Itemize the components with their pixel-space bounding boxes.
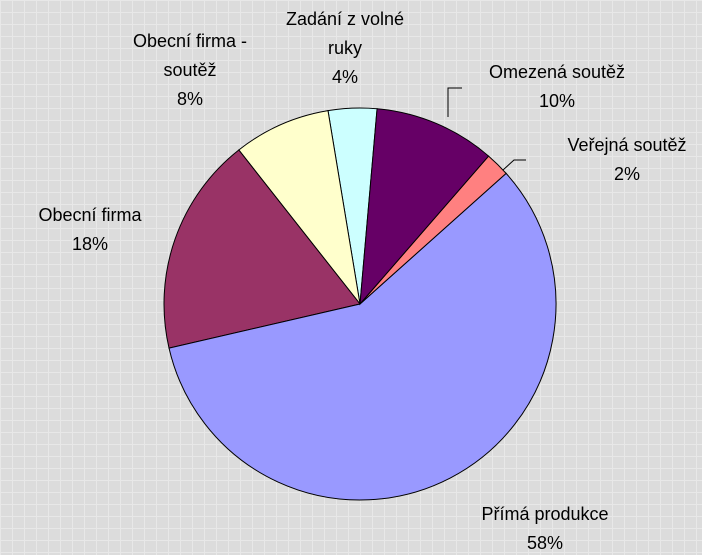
percent-label: 18% — [71, 234, 109, 254]
pie-slice — [359, 108, 490, 306]
pie-slice — [168, 172, 557, 501]
percent-label: 8% — [176, 89, 203, 109]
percent-label: 58% — [526, 533, 564, 553]
category-name: Veřejná soutěž — [567, 135, 687, 155]
pie-slice — [163, 149, 361, 349]
percent-label: 10% — [538, 91, 576, 111]
slice-label: Veřejná soutěž 2% — [527, 131, 702, 189]
slice-label: Obecní firma - soutěž 8% — [120, 27, 260, 114]
slice-label: Omezená soutěž 10% — [447, 58, 667, 116]
category-name: Přímá produkce — [481, 504, 609, 524]
percent-label: 4% — [331, 67, 358, 87]
leader-line — [447, 87, 462, 117]
category-name: Obecní firma — [38, 205, 142, 225]
leader-line — [502, 159, 526, 171]
slice-label: Přímá produkce 58% — [435, 500, 655, 555]
percent-label: 2% — [613, 164, 640, 184]
pie-slice — [238, 110, 361, 305]
slice-label: Zadání z volné ruky 4% — [275, 5, 415, 92]
category-name: Zadání z volné ruky — [285, 9, 405, 58]
category-name: Omezená soutěž — [488, 62, 626, 82]
category-name: Obecní firma - soutěž — [132, 31, 248, 80]
slice-label: Obecní firma 18% — [10, 201, 170, 259]
